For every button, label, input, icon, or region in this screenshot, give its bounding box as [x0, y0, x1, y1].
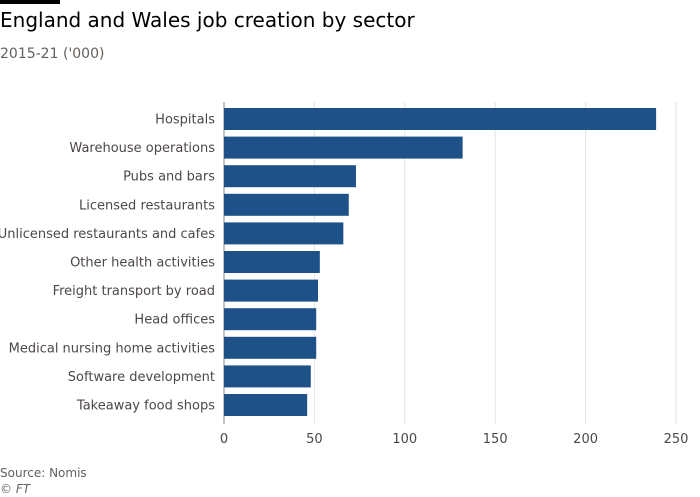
category-label: Licensed restaurants [79, 198, 215, 213]
category-label: Head offices [134, 313, 215, 328]
category-label: Warehouse operations [69, 141, 215, 156]
bar-medical-nursing-home-activities [224, 336, 317, 359]
title-rule [0, 0, 60, 4]
category-label: Software development [68, 370, 215, 385]
category-label: Hospitals [155, 113, 215, 128]
bar-unlicensed-restaurants-and-cafes [224, 222, 344, 245]
x-tick-label: 250 [664, 432, 689, 447]
category-label: Freight transport by road [53, 284, 215, 299]
bar-other-health-activities [224, 251, 320, 273]
bar-head-offices [224, 308, 317, 331]
ft-credit: © FT [0, 482, 31, 496]
bar-software-development [224, 365, 311, 388]
category-label: Other health activities [70, 256, 215, 271]
x-tick-label: 0 [220, 432, 228, 447]
bar-takeaway-food-shops [224, 394, 308, 416]
source-note: Source: Nomis [0, 466, 87, 480]
bar-warehouse-operations [224, 136, 463, 159]
bar-hospitals [224, 108, 657, 130]
bar-pubs-and-bars [224, 165, 356, 188]
x-tick-label: 100 [392, 432, 417, 447]
x-tick-label: 200 [573, 432, 598, 447]
category-label: Medical nursing home activities [9, 341, 216, 356]
x-tick-label: 150 [483, 432, 508, 447]
category-label: Takeaway food shops [76, 399, 215, 414]
chart-title: England and Wales job creation by sector [0, 8, 415, 32]
chart-subtitle: 2015-21 ('000) [0, 46, 105, 62]
x-tick-label: 50 [306, 432, 323, 447]
bar-chart: Hospitals Warehouse operations Pubs and ba… [0, 102, 689, 447]
category-label: Unlicensed restaurants and cafes [0, 227, 215, 242]
category-label: Pubs and bars [123, 170, 215, 185]
bar-licensed-restaurants [224, 193, 349, 216]
bar-freight-transport-by-road [224, 279, 319, 302]
